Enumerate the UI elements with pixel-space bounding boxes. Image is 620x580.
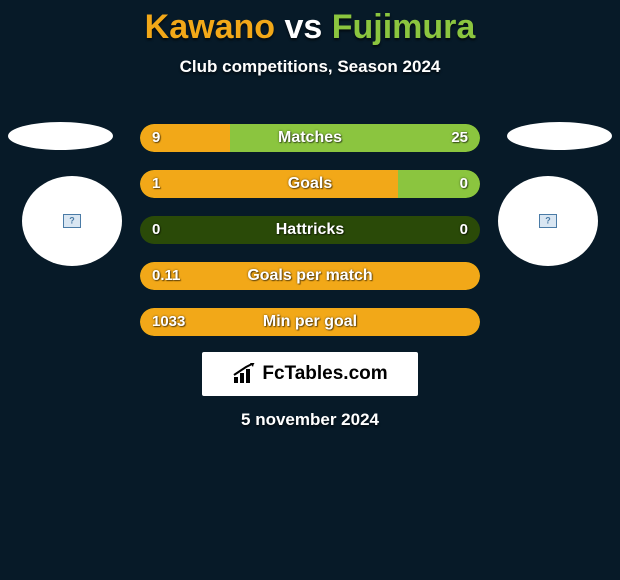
brand-box: FcTables.com [202,352,418,396]
stat-row: 00Hattricks [140,216,480,244]
image-placeholder-icon [539,214,557,228]
brand-chart-icon [232,363,258,385]
player2-avatar [498,176,598,266]
stat-row: 0.11Goals per match [140,262,480,290]
image-placeholder-icon [63,214,81,228]
player1-avatar [22,176,122,266]
stat-row: 925Matches [140,124,480,152]
subtitle: Club competitions, Season 2024 [0,57,620,77]
stat-label: Goals per match [140,262,480,290]
stat-rows: 925Matches 10Goals 00Hattricks 0.11Goals pe… [140,124,480,354]
stat-label: Goals [140,170,480,198]
vs-word: vs [284,8,322,46]
stat-label: Hattricks [140,216,480,244]
player2-name: Fujimura [332,8,476,46]
stat-label: Min per goal [140,308,480,336]
player2-badge-ellipse [507,122,612,150]
stat-label: Matches [140,124,480,152]
stat-row: 1033Min per goal [140,308,480,336]
comparison-title: Kawano vs Fujimura [0,0,620,47]
player1-badge-ellipse [8,122,113,150]
date-label: 5 november 2024 [0,410,620,430]
stat-row: 10Goals [140,170,480,198]
brand-text: FcTables.com [262,363,387,385]
player1-name: Kawano [145,8,275,46]
